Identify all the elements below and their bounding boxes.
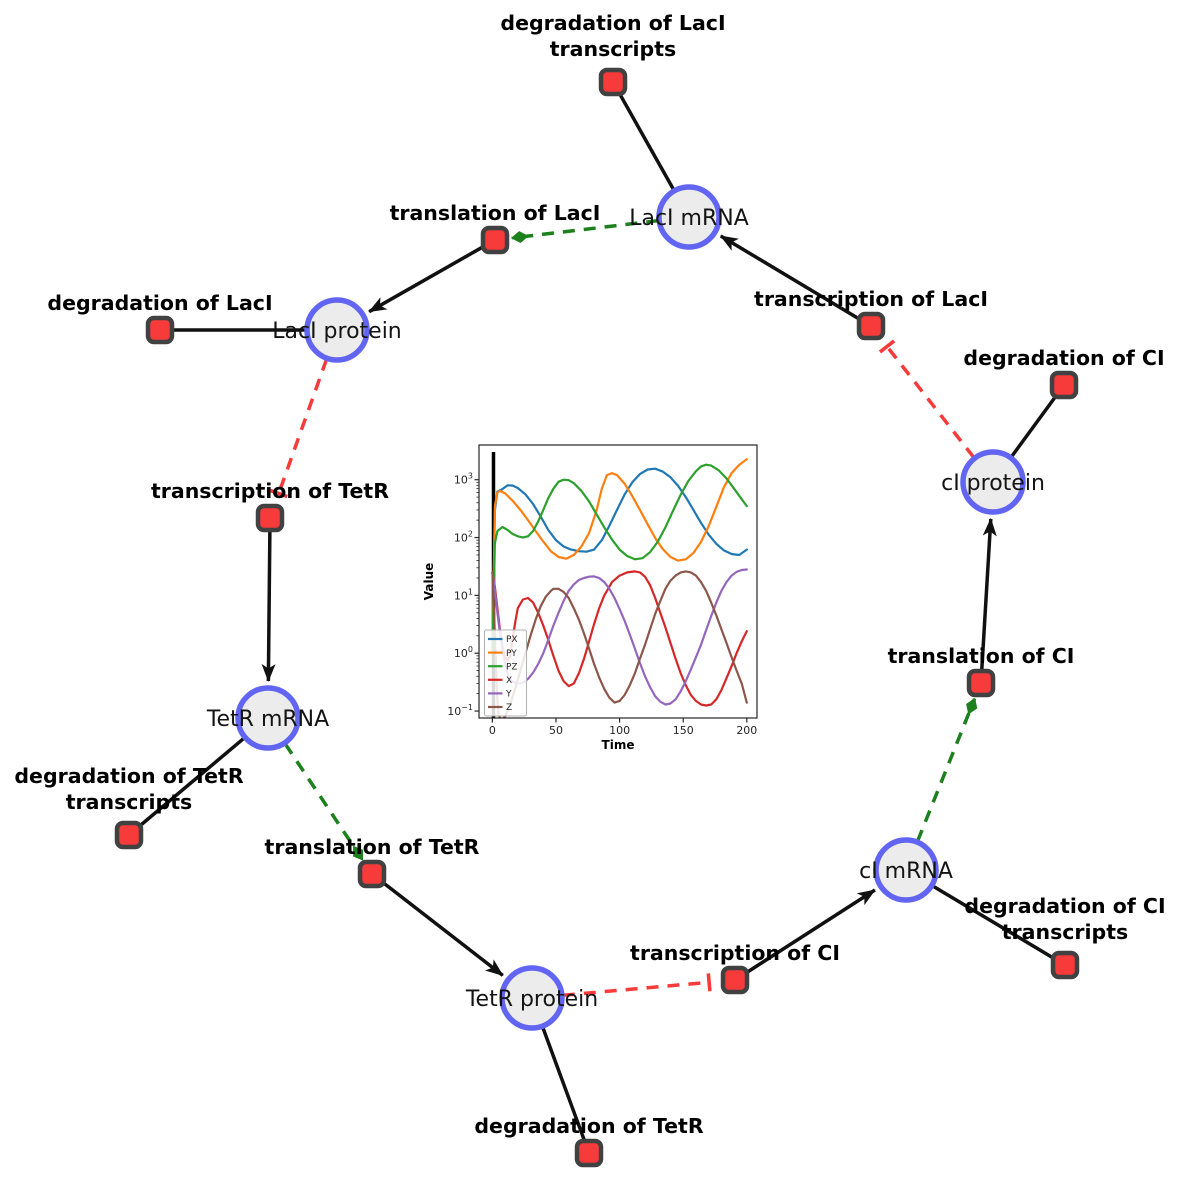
legend-label-Y: Y bbox=[505, 690, 512, 700]
species-label-laci_mrna: LacI mRNA bbox=[629, 206, 749, 231]
reaction-label-deg_tetr_tx: degradation of TetR transcripts bbox=[14, 764, 243, 814]
edge-production-tl_ci-ci_protein bbox=[980, 517, 997, 671]
reaction-label-tx_ci: transcription of CI bbox=[630, 941, 840, 965]
edge-production-tx_tetr-tetr_mrna bbox=[261, 530, 276, 683]
reaction-node-tx_tetr[interactable] bbox=[255, 503, 285, 533]
x-tick-label: 100 bbox=[609, 724, 630, 737]
reaction-label-deg_laci: degradation of LacI bbox=[47, 291, 272, 315]
species-node-tetr_mrna[interactable] bbox=[235, 685, 301, 751]
species-label-tetr_mrna: TetR mRNA bbox=[206, 707, 329, 732]
species-node-laci_mrna[interactable] bbox=[656, 184, 722, 250]
edge-production-tl_tetr-tetr_protein bbox=[381, 880, 504, 977]
reaction-label-tl_laci: translation of LacI bbox=[390, 201, 601, 225]
edge-consumption-tetr_protein-deg_tetr bbox=[541, 1026, 587, 1142]
edge-inhibition-ci_protein-tx_laci bbox=[878, 339, 976, 459]
y-tick-label: 10−1 bbox=[447, 703, 473, 718]
edge-production-tx_ci-ci_mrna bbox=[744, 888, 876, 975]
species-node-tetr_protein[interactable] bbox=[499, 965, 565, 1031]
reaction-label-tl_tetr: translation of TetR bbox=[265, 835, 480, 859]
reaction-label-deg_tetr: degradation of TetR bbox=[474, 1114, 703, 1138]
reaction-label-deg_ci_tx: degradation of CI transcripts bbox=[964, 894, 1165, 944]
reaction-node-deg_ci_tx[interactable] bbox=[1050, 950, 1080, 980]
x-tick-label: 0 bbox=[489, 724, 496, 737]
reaction-node-deg_ci[interactable] bbox=[1049, 370, 1079, 400]
reaction-label-tl_ci: translation of CI bbox=[888, 644, 1075, 668]
reaction-node-deg_laci[interactable] bbox=[145, 315, 175, 345]
labels-layer: LacI mRNA LacI protein TetR mRNA TetR prote… bbox=[14, 11, 1165, 1138]
legend-label-PY: PY bbox=[506, 649, 517, 659]
reaction-node-tl_laci[interactable] bbox=[480, 225, 510, 255]
y-tick-label: 102 bbox=[454, 530, 473, 545]
reaction-node-tl_ci[interactable] bbox=[966, 668, 996, 698]
series-line-PZ bbox=[491, 463, 748, 655]
edge-modifier-laci_mrna-tl_laci bbox=[510, 218, 659, 244]
y-tick-label: 101 bbox=[454, 587, 473, 602]
x-axis-label: Time bbox=[602, 738, 635, 752]
series-line-PX bbox=[491, 467, 748, 655]
legend-label-PZ: PZ bbox=[506, 662, 518, 672]
edge-consumption-ci_mrna-deg_ci_tx bbox=[931, 884, 1055, 960]
species-node-laci_protein[interactable] bbox=[304, 297, 370, 363]
y-tick-label: 100 bbox=[454, 645, 473, 660]
reaction-label-deg_ci: degradation of CI bbox=[963, 346, 1164, 370]
reaction-label-tx_tetr: transcription of TetR bbox=[151, 479, 389, 503]
reaction-label-tx_laci: transcription of LacI bbox=[754, 287, 988, 311]
edge-inhibition-laci_protein-tx_tetr bbox=[269, 358, 329, 499]
edge-consumption-laci_mrna-deg_laci_tx bbox=[617, 92, 676, 191]
edge-inhibition-tetr_protein-tx_ci bbox=[562, 973, 712, 998]
x-tick-label: 200 bbox=[736, 724, 757, 737]
nodes-layer bbox=[114, 67, 1080, 1168]
species-label-ci_mrna: cI mRNA bbox=[859, 859, 953, 884]
edge-consumption-ci_protein-deg_ci bbox=[1009, 394, 1058, 459]
x-tick-label: 50 bbox=[549, 724, 563, 737]
x-tick-label: 150 bbox=[673, 724, 694, 737]
edge-consumption-tetr_mrna-deg_tetr_tx bbox=[137, 736, 246, 828]
series-line-X bbox=[491, 570, 748, 707]
edge-modifier-ci_mrna-tl_ci bbox=[915, 697, 978, 842]
species-node-ci_protein[interactable] bbox=[960, 449, 1026, 515]
legend-label-X: X bbox=[506, 676, 512, 686]
edge-modifier-tetr_mrna-tl_tetr bbox=[283, 742, 365, 861]
edge-production-tx_laci-laci_mrna bbox=[719, 234, 861, 321]
series-line-PY bbox=[491, 458, 748, 655]
reaction-label-deg_laci_tx: degradation of LacI transcripts bbox=[500, 11, 725, 61]
legend-label-Z: Z bbox=[506, 703, 512, 713]
reaction-node-deg_laci_tx[interactable] bbox=[598, 67, 628, 97]
axes-frame bbox=[478, 444, 758, 719]
species-label-laci_protein: LacI protein bbox=[272, 319, 402, 344]
edges-layer bbox=[137, 92, 1058, 1142]
y-axis-label: Value bbox=[422, 563, 436, 601]
reaction-node-deg_tetr_tx[interactable] bbox=[114, 820, 144, 850]
reaction-node-tx_laci[interactable] bbox=[856, 311, 886, 341]
species-label-ci_protein: cI protein bbox=[941, 471, 1045, 496]
y-tick-label: 103 bbox=[454, 472, 473, 487]
reaction-node-tl_tetr[interactable] bbox=[357, 859, 387, 889]
species-node-ci_mrna[interactable] bbox=[873, 837, 939, 903]
legend-label-PX: PX bbox=[506, 635, 518, 645]
reaction-node-deg_tetr[interactable] bbox=[574, 1138, 604, 1168]
time-series-inset-chart: 0 50 100 150 200 10−1 100 101 102 103 Time Value PX P… bbox=[422, 444, 758, 752]
species-label-tetr_protein: TetR protein bbox=[465, 987, 598, 1012]
edge-production-tl_laci-laci_protein bbox=[368, 244, 485, 314]
reaction-node-tx_ci[interactable] bbox=[720, 965, 750, 995]
